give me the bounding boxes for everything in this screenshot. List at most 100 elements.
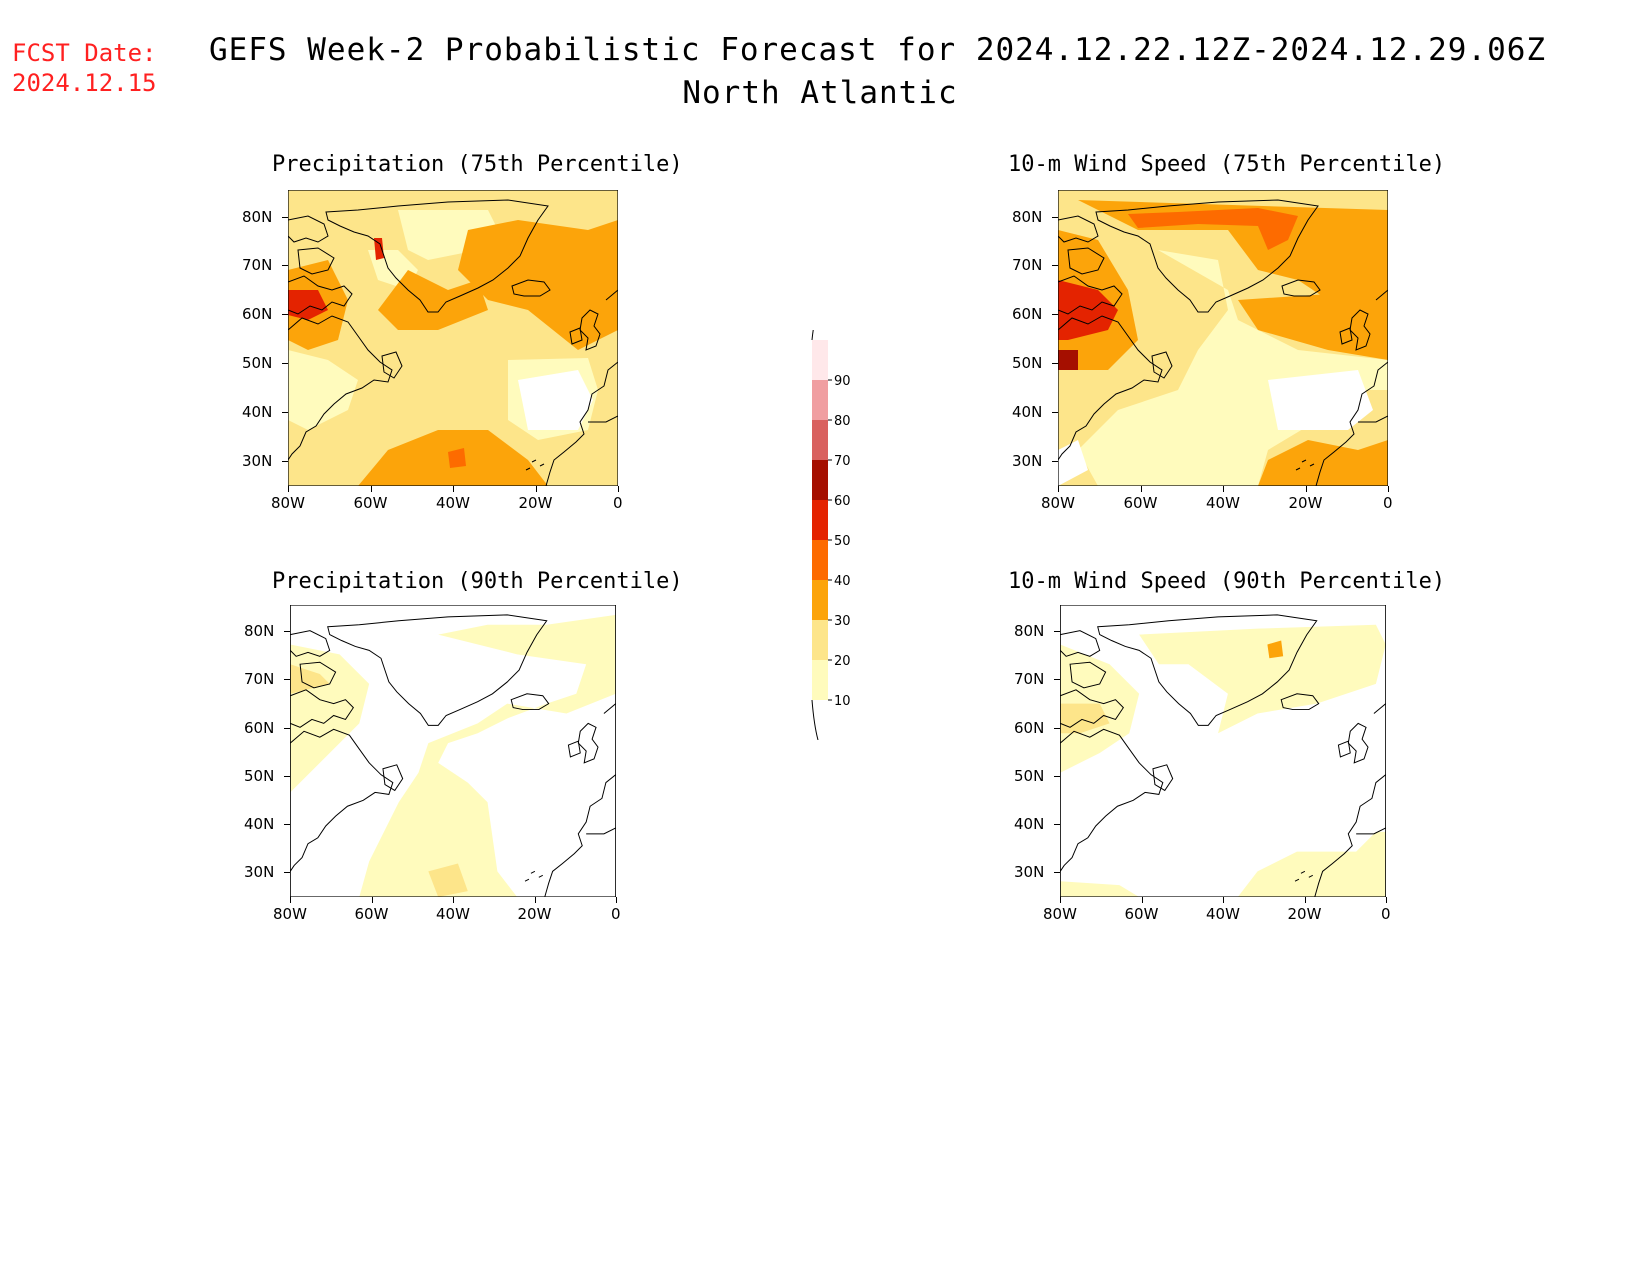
lon-tick-label: 80W: [271, 494, 305, 512]
lat-tick-mark: [1052, 216, 1058, 218]
lat-tick-label: 30N: [242, 451, 273, 470]
lon-tick-label: 20W: [1288, 494, 1323, 512]
lon-tick-label: 40W: [1206, 905, 1240, 923]
lon-tick-mark: [453, 897, 454, 903]
lat-tick-mark: [282, 216, 288, 218]
lon-tick-label: 80W: [273, 905, 307, 923]
lat-tick-label: 50N: [244, 766, 275, 785]
lon-tick-mark: [1058, 486, 1059, 492]
lon-tick-label: 80W: [1043, 905, 1077, 923]
region-subtitle: North Atlantic: [682, 75, 958, 111]
lon-tick-label: 60W: [1123, 494, 1158, 512]
lon-tick-label: 60W: [354, 905, 389, 923]
lon-tick-label: 60W: [353, 494, 388, 512]
colorbar-swatch: [812, 460, 828, 500]
lon-tick-mark: [371, 897, 373, 903]
lon-tick-mark: [1388, 486, 1389, 492]
lon-tick-mark: [1304, 897, 1306, 903]
colorbar-bottom-cap: [811, 699, 819, 741]
lat-tick-mark: [284, 824, 290, 825]
colorbar-label: 90: [834, 374, 851, 389]
lat-tick-label: 70N: [1012, 256, 1043, 275]
lat-tick-label: 50N: [242, 354, 273, 373]
colorbar-label: 20: [834, 654, 851, 669]
lat-tick-mark: [1054, 775, 1060, 777]
colorbar-label: 10: [834, 694, 851, 709]
map-panel-wind75: [1057, 189, 1389, 490]
lat-tick-mark: [1052, 314, 1058, 316]
lat-tick-label: 70N: [244, 670, 275, 689]
lon-tick-mark: [288, 486, 289, 492]
lon-tick-label: 40W: [436, 494, 470, 512]
lat-tick-label: 50N: [1012, 354, 1043, 373]
lat-tick-label: 50N: [1014, 766, 1045, 785]
colorbar-swatch: [812, 420, 828, 460]
colorbar-swatch: [812, 660, 828, 700]
fcst-date-value: 2024.12.15: [12, 69, 157, 97]
lat-tick-label: 30N: [1014, 863, 1045, 882]
lon-tick-mark: [1305, 486, 1307, 492]
panel-title-wind90: 10-m Wind Speed (90th Percentile): [1008, 569, 1446, 594]
lat-tick-label: 60N: [244, 718, 275, 737]
colorbar: 10 20 30 40 50 60 70 80 90: [800, 309, 860, 744]
lon-tick-mark: [618, 486, 619, 492]
lon-tick-label: 0: [1381, 905, 1391, 923]
fcst-date-caption: FCST Date:: [12, 39, 157, 67]
lon-tick-mark: [1140, 486, 1142, 492]
lon-tick-label: 0: [613, 494, 623, 512]
lat-tick-label: 70N: [1014, 670, 1045, 689]
colorbar-label: 80: [834, 414, 851, 429]
lat-tick-label: 80N: [1014, 622, 1045, 641]
colorbar-swatch: [812, 580, 828, 620]
lat-tick-mark: [282, 265, 288, 267]
lat-tick-mark: [1054, 679, 1060, 681]
lat-tick-label: 40N: [1014, 815, 1045, 833]
panel-title-precip90: Precipitation (90th Percentile): [272, 569, 683, 594]
lon-tick-label: 0: [1383, 494, 1393, 512]
lat-tick-mark: [1052, 412, 1058, 413]
lat-tick-mark: [1054, 727, 1060, 729]
colorbar-top-cap: [811, 309, 819, 341]
map-wind75: [1057, 189, 1389, 487]
lat-tick-mark: [284, 679, 290, 681]
lon-tick-label: 20W: [518, 494, 553, 512]
lat-tick-mark: [282, 460, 288, 462]
map-precip75: [287, 189, 619, 487]
colorbar-label: 60: [834, 494, 851, 509]
lat-tick-mark: [1054, 824, 1060, 825]
lat-tick-label: 70N: [242, 256, 273, 275]
lon-tick-mark: [535, 486, 537, 492]
colorbar-swatch: [812, 340, 828, 380]
lon-tick-mark: [534, 897, 536, 903]
lon-tick-mark: [453, 486, 454, 492]
lon-tick-label: 20W: [517, 905, 552, 923]
lon-tick-mark: [370, 486, 372, 492]
lon-tick-mark: [1223, 897, 1224, 903]
lat-tick-mark: [1052, 460, 1058, 462]
colorbar-swatch: [812, 620, 828, 660]
lat-tick-label: 80N: [242, 207, 273, 226]
colorbar-svg: 10 20 30 40 50 60 70 80 90: [811, 309, 851, 741]
colorbar-swatch: [812, 540, 828, 580]
lat-tick-mark: [282, 314, 288, 316]
lat-tick-mark: [1054, 872, 1060, 874]
lon-tick-label: 40W: [1206, 494, 1240, 512]
lat-tick-label: 60N: [1014, 718, 1045, 737]
panel-title-precip75: Precipitation (75th Percentile): [272, 152, 683, 177]
colorbar-label: 40: [834, 574, 851, 589]
lon-tick-mark: [1386, 897, 1387, 903]
lat-tick-mark: [284, 631, 290, 633]
lon-tick-label: 0: [611, 905, 621, 923]
colorbar-label: 30: [834, 614, 851, 629]
lat-tick-label: 80N: [244, 622, 275, 641]
lon-tick-label: 40W: [436, 905, 470, 923]
lon-tick-label: 60W: [1124, 905, 1159, 923]
lat-tick-label: 30N: [244, 863, 275, 882]
lon-tick-mark: [616, 897, 617, 903]
colorbar-label: 50: [834, 534, 851, 549]
colorbar-swatch: [812, 380, 828, 420]
lat-tick-mark: [282, 412, 288, 413]
panel-title-wind75: 10-m Wind Speed (75th Percentile): [1008, 152, 1446, 177]
lat-tick-label: 40N: [1012, 403, 1043, 421]
map-wind90: [1059, 604, 1387, 898]
